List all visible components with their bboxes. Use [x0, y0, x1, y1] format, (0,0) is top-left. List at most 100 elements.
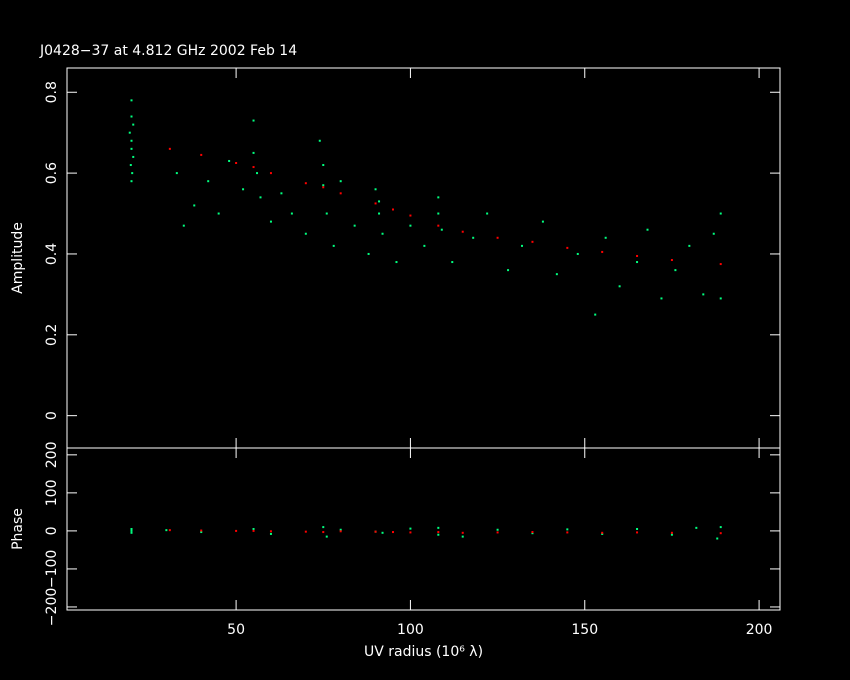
point — [391, 208, 394, 211]
point — [409, 531, 412, 534]
point — [520, 244, 523, 247]
point — [437, 526, 440, 529]
point — [130, 99, 133, 102]
point — [130, 115, 133, 118]
point — [269, 172, 272, 175]
point — [367, 252, 370, 255]
point — [374, 202, 377, 205]
point — [168, 147, 171, 150]
point — [252, 119, 255, 122]
point — [719, 212, 722, 215]
point — [531, 240, 534, 243]
point — [353, 224, 356, 227]
point — [688, 244, 691, 247]
point — [193, 204, 196, 207]
point — [131, 172, 134, 175]
point — [601, 531, 604, 534]
point — [322, 164, 325, 167]
point — [304, 182, 307, 185]
point — [576, 252, 579, 255]
point — [451, 261, 454, 264]
point — [378, 200, 381, 203]
point — [409, 224, 412, 227]
point — [719, 532, 722, 535]
point — [660, 297, 663, 300]
y-tick-label: 0.6 — [44, 162, 60, 184]
point — [461, 230, 464, 233]
point — [670, 531, 673, 534]
point — [472, 236, 475, 239]
point — [182, 224, 185, 227]
point — [437, 533, 440, 536]
point — [486, 212, 489, 215]
y-tick-label: 200 — [44, 441, 60, 468]
point — [381, 531, 384, 534]
point — [322, 184, 325, 187]
point — [235, 162, 238, 164]
point — [702, 293, 705, 296]
point — [175, 172, 178, 175]
point — [395, 261, 398, 264]
point — [252, 529, 255, 532]
point — [252, 151, 255, 154]
point — [374, 530, 377, 533]
point — [339, 192, 342, 195]
point — [604, 236, 607, 239]
point — [437, 212, 440, 215]
point — [128, 131, 131, 134]
point — [280, 192, 283, 195]
point — [325, 212, 328, 215]
point — [217, 212, 220, 215]
point — [378, 212, 381, 215]
point — [129, 164, 132, 167]
point — [461, 535, 464, 538]
point — [716, 537, 719, 540]
point — [594, 313, 597, 316]
point — [670, 259, 673, 262]
point — [674, 269, 677, 272]
point — [207, 180, 210, 183]
point — [235, 529, 238, 532]
point — [200, 153, 203, 156]
point — [256, 172, 259, 175]
point — [719, 297, 722, 300]
point — [374, 188, 377, 191]
point — [566, 531, 569, 534]
point — [290, 212, 293, 215]
point — [507, 269, 510, 272]
point — [437, 531, 440, 534]
point — [339, 528, 342, 531]
point — [461, 531, 464, 534]
point — [322, 186, 325, 189]
point — [339, 530, 342, 533]
point — [252, 528, 255, 530]
x-tick-label: 50 — [227, 622, 245, 638]
point — [601, 250, 604, 253]
point — [636, 531, 639, 534]
plot-frame — [66, 447, 781, 611]
y-tick-label: −200 — [44, 588, 60, 626]
x-tick-label: 100 — [397, 622, 424, 638]
y-tick-label: 0.4 — [44, 243, 60, 265]
point — [531, 532, 534, 535]
point — [259, 196, 262, 199]
point — [423, 244, 426, 247]
point — [712, 232, 715, 235]
point — [695, 526, 698, 529]
point — [409, 214, 412, 217]
y-tick-label: −100 — [44, 550, 60, 588]
point — [130, 529, 133, 532]
point — [670, 533, 673, 536]
point — [269, 532, 272, 535]
point — [269, 530, 272, 533]
point — [719, 526, 722, 529]
point — [325, 535, 328, 538]
x-axis-label: UV radius (10⁶ λ) — [364, 644, 483, 660]
point — [132, 123, 135, 126]
point — [496, 531, 499, 534]
point — [200, 529, 203, 532]
y-tick-label: 0 — [44, 526, 60, 535]
chart-title: J0428−37 at 4.812 GHz 2002 Feb 14 — [39, 43, 297, 59]
point — [531, 531, 534, 534]
